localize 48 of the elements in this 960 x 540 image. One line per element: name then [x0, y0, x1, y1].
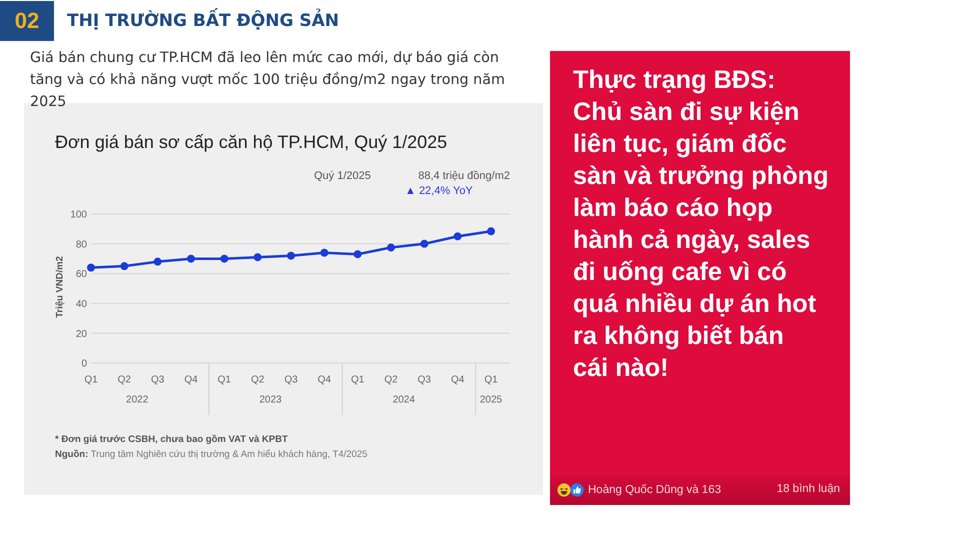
text: Hoàng Quốc Dũng và 163: [588, 484, 721, 496]
x-tick-label: Q1: [350, 374, 365, 386]
text: 02: [0, 1, 54, 41]
chart-title: Đơn giá bán sơ cấp căn hộ TP.HCM, Quý 1/2025: [55, 132, 448, 153]
text: 2023: [259, 394, 282, 406]
text: * Đơn giá trước CSBH, chưa bao gồm VAT và KPBT: [55, 434, 288, 445]
point: [287, 252, 295, 260]
x-tick-label: Q1: [218, 374, 232, 386]
point: [187, 254, 195, 263]
x-tick-label: Q3: [418, 374, 432, 386]
y-tick-label: 40: [76, 298, 88, 310]
point: [220, 254, 228, 263]
text: 2022: [126, 394, 149, 406]
point: [354, 250, 362, 258]
text: 2025: [480, 394, 503, 406]
x-tick-label: Q4: [184, 374, 198, 386]
x-tick-label: Q3: [150, 374, 165, 386]
text: Quý 1/2025: [314, 170, 371, 182]
point: [154, 258, 162, 266]
x-tick-label: Q4: [450, 374, 465, 386]
x-tick-label: Q3: [284, 374, 298, 386]
y-axis-title: Triệu VND/m2: [54, 256, 66, 318]
point: [87, 264, 95, 272]
x-tick-label: Q2: [250, 374, 265, 386]
point: [454, 232, 462, 240]
x-tick-label: Q2: [118, 374, 132, 386]
point: [320, 248, 328, 257]
text: Thực trạng BĐS: Chủ sàn đi sự kiện liên tục, giám đốc sàn và trưởng phòng làm báo cáo họp hành cả ngày, sales đi uống cafe vì có quá nhiều dự án hot ra không biết bán cái nào!: [573, 66, 829, 382]
x-tick-label: Q2: [384, 374, 398, 386]
text: 88,4 triệu đồng/m2: [418, 170, 510, 182]
text: Giá bán chung cư TP.HCM đã leo lên mức cao mới, dự báo giá còn tăng và có khả năng vượt mốc 100 triệu đồng/m2 ngay trong năm 2025: [30, 49, 506, 112]
text: Nguồn: Trung tâm Nghiên cứu thị trường & Am hiểu khách hàng, T4/2025: [55, 449, 368, 460]
text: 18 bình luận: [776, 483, 840, 495]
point: [387, 244, 395, 252]
x-tick-label: Q4: [318, 374, 332, 386]
point: [120, 262, 128, 270]
x-tick-label: Q1: [484, 374, 498, 386]
y-tick-label: 0: [81, 358, 88, 370]
y-tick-label: 20: [76, 328, 88, 340]
y-tick-label: 80: [76, 239, 88, 250]
x-tick-label: Q1: [84, 374, 98, 386]
text: ▲ 22,4% YoY: [405, 185, 473, 197]
point: [254, 253, 262, 262]
point: [420, 240, 428, 248]
y-tick-label: 100: [70, 210, 88, 221]
text: 2024: [392, 394, 416, 406]
y-tick-label: 60: [76, 269, 88, 280]
point: [487, 227, 495, 236]
